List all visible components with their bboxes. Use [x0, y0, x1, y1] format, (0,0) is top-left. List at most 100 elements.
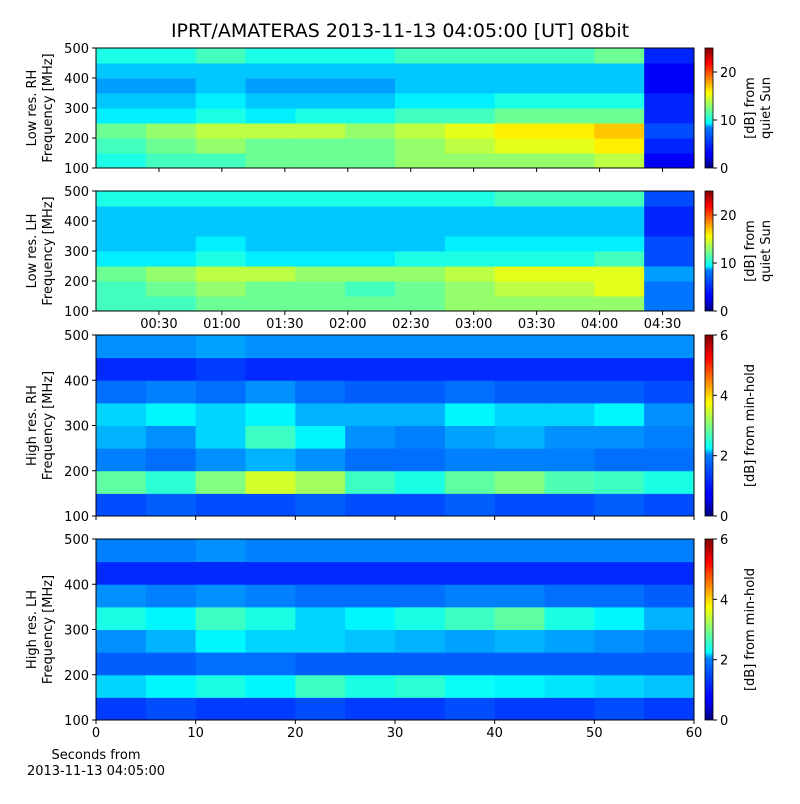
heatmap-cell — [345, 48, 396, 64]
heatmap-cell — [444, 153, 496, 169]
y-tick-label: 500 — [64, 533, 89, 548]
heatmap-cell — [494, 153, 545, 169]
heatmap-cell — [295, 380, 346, 404]
heatmap-cell — [145, 123, 197, 139]
heatmap-cell — [644, 539, 695, 563]
heatmap-cell — [395, 335, 446, 359]
heatmap-cell — [444, 448, 496, 472]
heatmap-cell — [544, 153, 595, 169]
heatmap-cell — [245, 78, 296, 94]
heatmap-cell — [444, 191, 496, 207]
heatmap-cell — [395, 236, 446, 252]
heatmap-cell — [345, 402, 396, 426]
heatmap-cell — [295, 63, 346, 79]
heatmap-cell — [544, 674, 595, 698]
heatmap-cell — [245, 191, 296, 207]
heatmap-cell — [494, 470, 545, 494]
heatmap-cell — [145, 153, 197, 169]
heatmap-cell — [594, 652, 645, 676]
heatmap-cell — [96, 606, 147, 630]
heatmap-cell — [444, 357, 496, 381]
x-tick-label: 0 — [92, 726, 100, 741]
heatmap-cell — [544, 93, 595, 109]
heatmap-cell — [544, 335, 595, 359]
heatmap-cell — [544, 78, 595, 94]
heatmap-cell — [494, 108, 545, 124]
heatmap-cell — [245, 674, 296, 698]
heatmap-cell — [345, 448, 396, 472]
heatmap-cell — [345, 380, 396, 404]
heatmap-cell — [295, 191, 346, 207]
heatmap-cell — [145, 236, 197, 252]
heatmap-cell — [295, 138, 346, 154]
heatmap-cell — [494, 335, 545, 359]
heatmap-cell — [96, 108, 147, 124]
y-axis-label: High res. RH — [25, 385, 40, 466]
heatmap-cell — [395, 123, 446, 139]
heatmap-cell — [295, 539, 346, 563]
heatmap-cell — [295, 78, 346, 94]
x-tick-label: 40 — [486, 726, 503, 741]
y-tick-label: 200 — [64, 275, 89, 290]
x-tick-label: 04:30 — [644, 317, 681, 332]
heatmap-cell — [395, 281, 446, 297]
heatmap-cell — [494, 78, 545, 94]
heatmap-cell — [594, 629, 645, 653]
heatmap-cell — [395, 93, 446, 109]
heatmap-cell — [96, 221, 147, 237]
heatmap-cell — [644, 63, 695, 79]
y-tick-label: 200 — [64, 465, 89, 480]
heatmap-cell — [145, 191, 197, 207]
heatmap-cell — [295, 153, 346, 169]
heatmap-cell — [295, 93, 346, 109]
heatmap-cell — [444, 493, 496, 517]
heatmap-cell — [295, 652, 346, 676]
heatmap-cell — [444, 63, 496, 79]
heatmap-cell — [644, 48, 695, 64]
heatmap-cell — [145, 652, 197, 676]
heatmap-cell — [544, 236, 595, 252]
heatmap-cell — [395, 606, 446, 630]
heatmap-cell — [245, 425, 296, 449]
heatmap-cell — [195, 357, 246, 381]
heatmap-cell — [544, 206, 595, 222]
heatmap-cell — [96, 266, 147, 282]
heatmap-cell — [594, 138, 645, 154]
y-tick-label: 300 — [64, 102, 89, 117]
heatmap-cell — [544, 251, 595, 267]
heatmap-cell — [444, 539, 496, 563]
heatmap-cell — [145, 425, 197, 449]
heatmap-cell — [494, 629, 545, 653]
heatmap-cell — [195, 251, 246, 267]
heatmap-cell — [145, 561, 197, 585]
y-tick-label: 200 — [64, 132, 89, 147]
heatmap-cell — [444, 561, 496, 585]
heatmap-cell — [594, 448, 645, 472]
heatmap-cell — [544, 108, 595, 124]
x-tick-label: 02:30 — [392, 317, 429, 332]
heatmap-cell — [195, 539, 246, 563]
heatmap-cell — [195, 380, 246, 404]
heatmap-cell — [544, 191, 595, 207]
y-tick-label: 500 — [64, 42, 89, 57]
heatmap-cell — [544, 584, 595, 608]
heatmap-cell — [544, 448, 595, 472]
heatmap-cell — [644, 380, 695, 404]
heatmap-cell — [96, 380, 147, 404]
heatmap-cell — [644, 236, 695, 252]
heatmap-cell — [145, 93, 197, 109]
x-tick-label: 03:00 — [455, 317, 492, 332]
heatmap-cell — [295, 561, 346, 585]
heatmap-cell — [544, 266, 595, 282]
heatmap-cell — [345, 191, 396, 207]
chart-title: IPRT/AMATERAS 2013-11-13 04:05:00 [UT] 0… — [171, 20, 629, 42]
heatmap-cell — [195, 236, 246, 252]
x-tick-label: 60 — [686, 726, 703, 741]
heatmap-cell — [245, 357, 296, 381]
heatmap-cell — [295, 335, 346, 359]
heatmap-cell — [145, 138, 197, 154]
heatmap-cell — [395, 470, 446, 494]
heatmap-cell — [395, 697, 446, 721]
colorbar-label: [dB] from — [743, 77, 758, 139]
heatmap-cell — [594, 584, 645, 608]
